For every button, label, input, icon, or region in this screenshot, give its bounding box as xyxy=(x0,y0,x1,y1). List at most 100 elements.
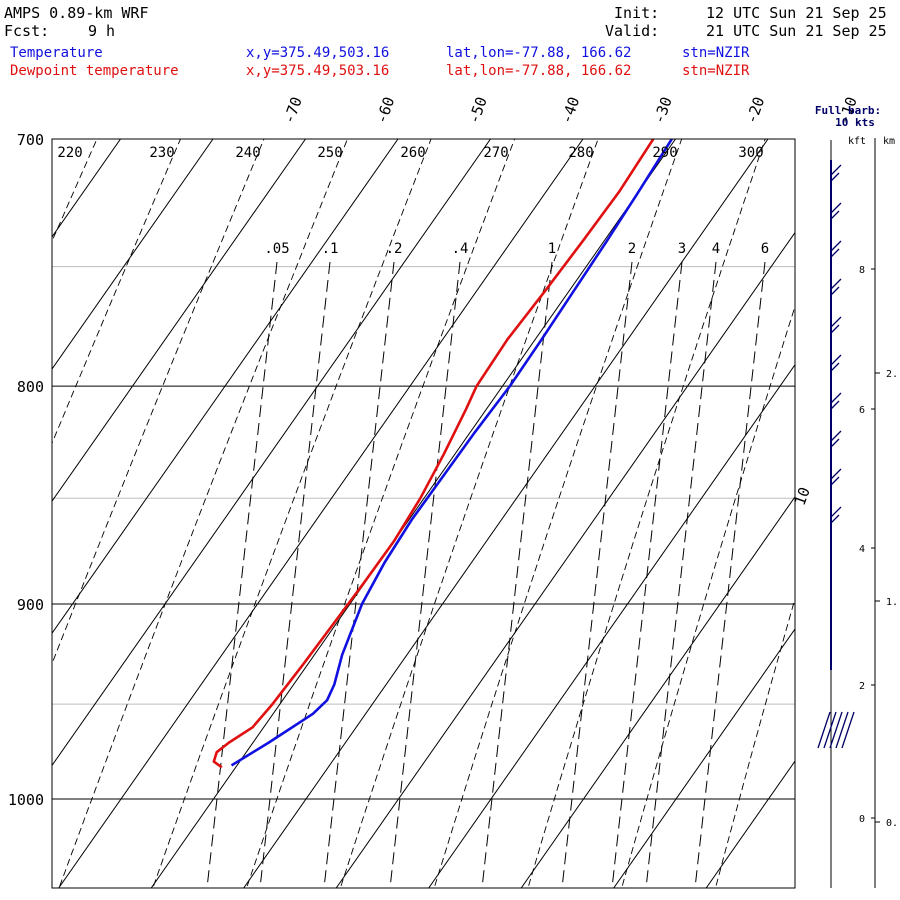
wind-barb xyxy=(830,202,842,220)
mixing-ratio-label: 4 xyxy=(712,241,720,257)
mixing-ratio-line xyxy=(389,261,461,888)
legend-temperature-latlon: lat,lon=-77.88, 166.62 xyxy=(446,45,632,61)
mixing-ratio-label: .1 xyxy=(322,241,339,257)
dry-adiabat xyxy=(52,139,265,665)
isotherm xyxy=(52,139,214,370)
mixing-ratio-line xyxy=(645,261,717,888)
mixing-ratio-line xyxy=(694,261,766,888)
kft-label: kft xyxy=(848,136,866,147)
kft-label: 8 xyxy=(859,265,865,276)
mixing-ratio-label: .2 xyxy=(386,241,403,257)
legend-dewpoint-name: Dewpoint temperature xyxy=(10,63,179,79)
legend-dewpoint-latlon: lat,lon=-77.88, 166.62 xyxy=(446,63,632,79)
wind-barb xyxy=(830,506,842,524)
wind-barb xyxy=(841,711,855,749)
barb-legend-line1: Full barb: xyxy=(815,104,881,117)
init-label: Init: xyxy=(614,4,660,22)
mixing-ratio-line xyxy=(561,261,633,888)
isotherm xyxy=(799,139,900,888)
barb-legend-line2: 10 kts xyxy=(835,116,875,129)
mixing-ratio-label: 2 xyxy=(628,241,636,257)
pressure-label: 900 xyxy=(17,596,44,614)
theta-label: 220 xyxy=(57,145,82,161)
mixing-ratio-label: 6 xyxy=(761,241,769,257)
wind-barb xyxy=(830,240,842,258)
fcst-label: Fcst: xyxy=(4,22,50,40)
pressure-label: 700 xyxy=(17,131,44,149)
theta-label: 300 xyxy=(738,145,763,161)
isotherm xyxy=(150,139,676,888)
dry-adiabat xyxy=(52,139,181,445)
isotherm xyxy=(52,139,491,767)
dry-adiabat xyxy=(805,112,900,900)
dry-adiabat xyxy=(58,139,348,888)
wind-barb xyxy=(830,392,842,410)
temperature-tick-label: -50 xyxy=(465,94,491,126)
dry-adiabat xyxy=(246,139,516,888)
theta-label: 290 xyxy=(652,145,677,161)
temperature-tick-label: -20 xyxy=(742,94,768,126)
dry-adiabat xyxy=(152,139,432,888)
wind-barb xyxy=(830,164,842,182)
km-label: km xyxy=(883,136,895,147)
isotherm xyxy=(52,139,306,503)
dry-adiabat xyxy=(715,597,795,888)
mixing-ratio-label: .05 xyxy=(264,241,289,257)
legend-temperature-name: Temperature xyxy=(10,45,103,61)
km-label: 2. xyxy=(886,369,898,380)
init-value: 12 UTC Sun 21 Sep 25 xyxy=(706,4,887,22)
wind-barb xyxy=(830,278,842,296)
isotherm xyxy=(613,628,795,888)
dry-adiabat xyxy=(52,139,98,243)
isotherm-label-10: 10 xyxy=(791,485,814,508)
km-label: 1. xyxy=(886,597,898,608)
model-title: AMPS 0.89-km WRF xyxy=(4,4,149,22)
mixing-ratio-line xyxy=(611,261,683,888)
dry-adiabat xyxy=(0,112,26,900)
temperature-tick-label: -40 xyxy=(557,94,583,126)
isotherm xyxy=(705,760,795,888)
mixing-ratio-line xyxy=(323,261,395,888)
theta-label: 240 xyxy=(235,145,260,161)
wind-barb xyxy=(830,430,842,448)
wind-barb xyxy=(830,468,842,486)
kft-label: 6 xyxy=(859,405,865,416)
legend-dewpoint-stn: stn=NZIR xyxy=(682,63,750,79)
temperature-tick-label: -70 xyxy=(280,94,306,126)
wind-barb xyxy=(830,354,842,372)
valid-value: 21 UTC Sun 21 Sep 25 xyxy=(706,22,887,40)
fcst-value: 9 h xyxy=(88,22,116,40)
theta-label: 280 xyxy=(568,145,593,161)
isotherm xyxy=(335,231,795,888)
mixing-ratio-label: .4 xyxy=(452,241,469,257)
isotherm xyxy=(428,363,795,888)
legend-temperature-xy: x,y=375.49,503.16 xyxy=(246,45,390,61)
isotherm xyxy=(52,139,121,238)
wind-barb xyxy=(829,711,843,749)
legend-temperature-stn: stn=NZIR xyxy=(682,45,750,61)
isotherm xyxy=(520,495,795,888)
dry-adiabat xyxy=(339,139,599,888)
theta-label: 260 xyxy=(400,145,425,161)
isotherm xyxy=(891,139,900,888)
mixing-ratio-line xyxy=(481,261,553,888)
wind-barb xyxy=(823,711,837,749)
plot-frame xyxy=(51,138,796,889)
isotherm xyxy=(0,139,28,888)
theta-label: 250 xyxy=(317,145,342,161)
kft-label: 4 xyxy=(859,544,865,555)
temperature-tick-label: -60 xyxy=(372,94,398,126)
isotherm xyxy=(243,139,769,888)
isotherm xyxy=(52,139,399,635)
legend-dewpoint-xy: x,y=375.49,503.16 xyxy=(246,63,390,79)
wind-barb xyxy=(830,316,842,334)
theta-label: 230 xyxy=(149,145,174,161)
pressure-label: 800 xyxy=(17,378,44,396)
isotherm xyxy=(58,139,584,888)
theta-label: 270 xyxy=(483,145,508,161)
kft-label: 2 xyxy=(859,681,865,692)
dewpoint-profile xyxy=(212,139,655,769)
mixing-ratio-line xyxy=(206,261,278,888)
mixing-ratio-label: 3 xyxy=(678,241,686,257)
